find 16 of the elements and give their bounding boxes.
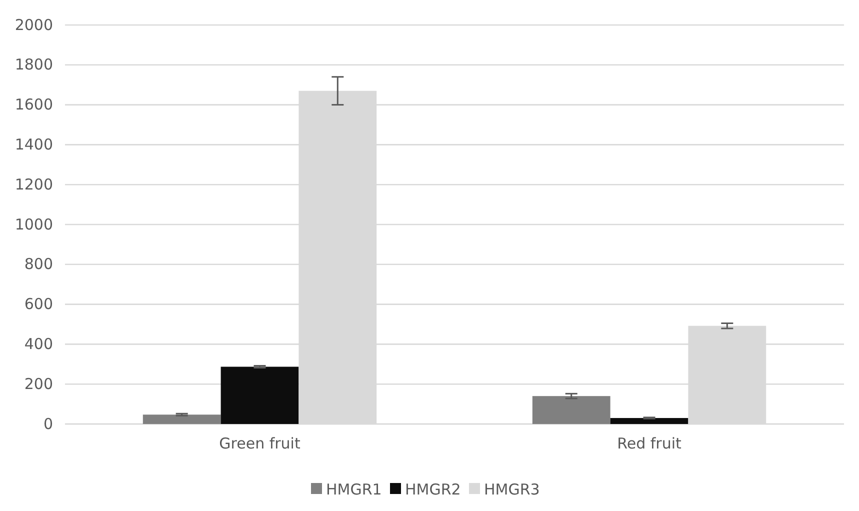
y-tick-label: 1800 xyxy=(14,56,53,74)
legend-label: HMGR3 xyxy=(484,480,540,498)
y-tick-label: 800 xyxy=(24,255,53,274)
y-tick-label: 1400 xyxy=(14,136,53,154)
y-tick-label: 1000 xyxy=(14,215,53,234)
y-tick-label: 2000 xyxy=(14,16,53,34)
y-tick-label: 0 xyxy=(43,414,53,433)
legend-label: HMGR1 xyxy=(326,480,382,498)
y-tick-label: 1200 xyxy=(14,175,53,194)
y-tick-label: 600 xyxy=(24,295,53,314)
legend-label: HMGR2 xyxy=(405,480,461,498)
y-tick-label: 200 xyxy=(24,374,53,393)
y-tick-label: 400 xyxy=(24,335,53,353)
x-tick-label: Red fruit xyxy=(617,434,682,453)
x-tick-label: Green fruit xyxy=(219,434,300,453)
y-tick-label: 1600 xyxy=(14,96,53,114)
